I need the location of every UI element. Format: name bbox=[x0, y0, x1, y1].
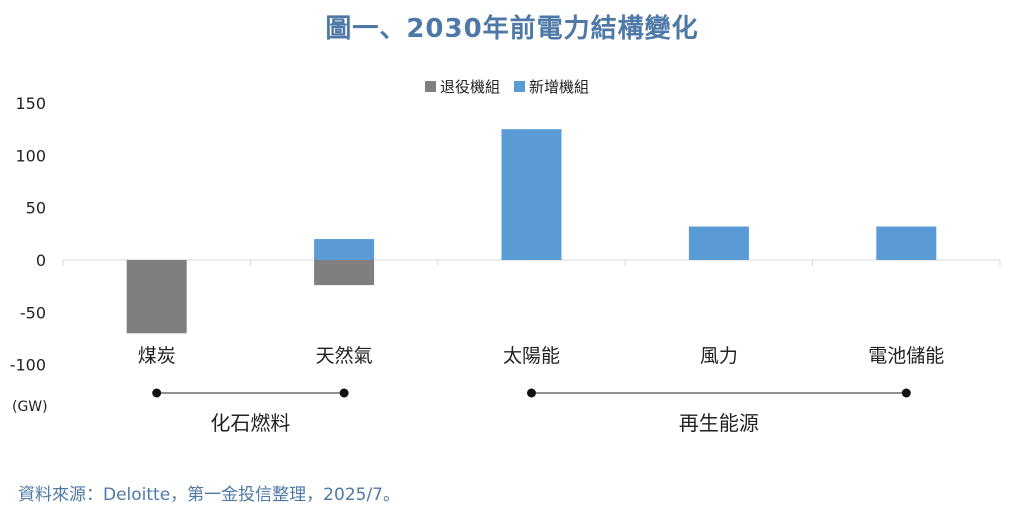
x-category-label: 電池儲能 bbox=[868, 345, 944, 367]
bar-added bbox=[876, 226, 937, 260]
group-bracket-dot bbox=[901, 388, 911, 398]
group-bracket-dot bbox=[527, 388, 536, 398]
group-label: 化石燃料 bbox=[210, 411, 290, 435]
y-tick-label: 100 bbox=[15, 146, 46, 165]
group-bracket-dot bbox=[152, 388, 162, 398]
y-tick-label: -50 bbox=[20, 303, 46, 322]
source-note: 資料來源：Deloitte，第一金投信整理，2025/7。 bbox=[18, 485, 400, 505]
x-category-label: 太陽能 bbox=[503, 345, 560, 367]
y-tick-label: 150 bbox=[15, 94, 46, 113]
group-bracket-dot bbox=[339, 388, 349, 398]
group-label: 再生能源 bbox=[679, 411, 759, 435]
bar-added bbox=[314, 239, 375, 260]
x-category-label: 天然氣 bbox=[316, 345, 373, 367]
y-tick-label: 50 bbox=[26, 199, 46, 218]
legend-swatch bbox=[514, 81, 525, 92]
legend-label: 退役機組 bbox=[440, 78, 500, 96]
y-unit-label: (GW) bbox=[12, 399, 48, 415]
x-category-label: 煤炭 bbox=[138, 345, 176, 367]
bar-added bbox=[501, 129, 562, 260]
legend-label: 新增機組 bbox=[529, 78, 589, 96]
x-category-label: 風力 bbox=[700, 345, 738, 367]
bar-added bbox=[688, 226, 749, 260]
legend-swatch bbox=[425, 81, 436, 92]
bar-retired bbox=[126, 260, 187, 334]
bar-retired bbox=[314, 260, 375, 286]
y-tick-label: 0 bbox=[36, 251, 46, 270]
y-tick-label: -100 bbox=[10, 356, 46, 375]
chart-title: 圖一、2030年前電力結構變化 bbox=[325, 14, 699, 44]
